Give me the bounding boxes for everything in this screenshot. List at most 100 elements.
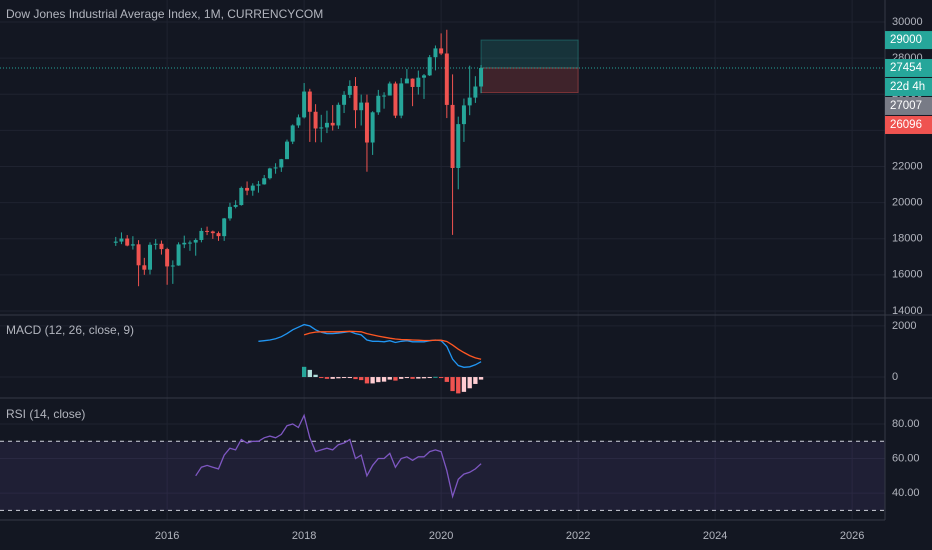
macd-histogram-bar: [364, 377, 370, 384]
price-label-box: [885, 58, 932, 77]
x-tick-label: 2026: [840, 530, 864, 542]
candle-body: [450, 104, 455, 168]
candle-body: [210, 231, 215, 234]
candle-body: [382, 95, 387, 97]
candle-body: [205, 230, 210, 232]
macd-histogram-bar: [330, 377, 335, 379]
macd-histogram-bar: [387, 377, 392, 380]
candle-body: [410, 78, 415, 87]
price-label: 27454: [890, 62, 923, 74]
candle-body: [153, 243, 158, 245]
macd-histogram-bar: [307, 369, 312, 378]
candle-body: [342, 94, 347, 105]
macd-histogram-bar: [301, 366, 307, 378]
macd-histogram-bar: [433, 376, 438, 378]
x-tick-label: 2022: [566, 530, 590, 542]
rsi-tick-label: 40.00: [892, 487, 920, 499]
candle-body: [336, 104, 341, 126]
candle-body: [182, 242, 187, 245]
price-label-box: [885, 96, 932, 115]
x-tick-label: 2018: [292, 530, 316, 542]
macd-histogram-bar: [370, 377, 375, 384]
y-tick-label: 14000: [892, 305, 923, 317]
macd-histogram-bar: [393, 377, 398, 381]
price-label: 29000: [890, 34, 922, 46]
candle-body: [473, 86, 478, 98]
macd-histogram-bar: [399, 377, 404, 379]
candle-body: [222, 218, 227, 237]
macd-title: MACD (12, 26, close, 9): [6, 323, 134, 337]
rsi-tick-label: 60.00: [892, 452, 920, 464]
candle-body: [239, 187, 244, 206]
x-tick-label: 2020: [429, 530, 453, 542]
candle-body: [461, 105, 466, 125]
candle-body: [148, 244, 153, 270]
candle-body: [319, 127, 324, 129]
macd-histogram-bar: [353, 377, 358, 380]
chart-title: Dow Jones Industrial Average Index, 1M, …: [6, 7, 323, 21]
macd-histogram-bar: [450, 377, 455, 392]
macd-histogram-bar: [416, 377, 421, 379]
candle-body: [444, 53, 449, 105]
candle-body: [227, 206, 232, 219]
candle-body: [273, 167, 278, 169]
candle-body: [307, 91, 312, 112]
candle-body: [302, 91, 307, 118]
candle-body: [364, 102, 369, 143]
candle-body: [193, 239, 198, 243]
rsi-band: [0, 441, 885, 511]
candle-body: [427, 57, 432, 76]
candle-body: [165, 249, 170, 267]
candle-body: [330, 122, 335, 126]
candle-body: [136, 244, 141, 266]
candle-body: [125, 238, 130, 246]
price-label: 22d 4h: [890, 81, 925, 93]
signal-line: [303, 330, 482, 360]
macd-histogram-bar: [324, 377, 330, 379]
candle-body: [187, 242, 192, 244]
macd-histogram-bar: [421, 377, 427, 379]
price-label-box: [885, 77, 932, 96]
candle-body: [313, 111, 318, 129]
price-label-box: [885, 115, 932, 134]
candle-body: [433, 48, 438, 58]
macd-tick-label: 0: [892, 371, 898, 383]
candle-body: [279, 159, 284, 168]
price-label-box: [885, 31, 932, 50]
loss-zone: [480, 67, 579, 94]
macd-histogram-bar: [347, 377, 352, 379]
candle-body: [422, 75, 426, 78]
y-tick-label: 16000: [892, 269, 923, 281]
candle-body: [170, 265, 175, 267]
candle-body: [296, 117, 301, 126]
macd-histogram-bar: [473, 377, 478, 384]
rsi-line: [195, 413, 482, 499]
grid: [0, 0, 885, 520]
price-label: 27007: [890, 100, 922, 112]
candle-body: [479, 67, 484, 87]
macd-histogram-bar: [404, 377, 410, 379]
candle-body: [216, 233, 221, 237]
labels: 2016 2018 2020 2022 2024 2026 14000 16000 18000 2…: [155, 16, 932, 542]
candle-body: [119, 238, 124, 242]
candle-body: [399, 83, 404, 116]
candle-body: [199, 230, 204, 240]
candle-body: [359, 102, 364, 111]
macd-line: [258, 323, 482, 368]
candle-body: [347, 85, 352, 95]
macd-histogram-bar: [313, 374, 318, 378]
candle-body: [353, 85, 358, 111]
candle-body: [404, 78, 409, 84]
candle-body: [113, 241, 118, 243]
candle-body: [439, 48, 444, 54]
macd-histogram-bar: [444, 377, 449, 382]
profit-zone: [480, 39, 579, 69]
candle-body: [130, 244, 135, 246]
candle-body: [250, 185, 255, 191]
candle-body: [370, 112, 375, 143]
candle-body: [267, 168, 272, 179]
candle-body: [387, 83, 392, 96]
macd-histogram-bar: [456, 377, 461, 394]
candle-body: [142, 265, 147, 270]
macd-histogram-bar: [461, 377, 467, 392]
